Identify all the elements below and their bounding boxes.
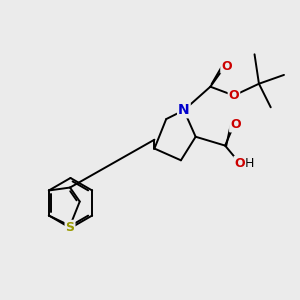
Text: O: O (235, 157, 245, 170)
Text: N: N (178, 103, 190, 117)
Text: O: O (229, 89, 239, 102)
Text: H: H (245, 157, 254, 170)
Text: O: O (221, 60, 232, 73)
Text: O: O (230, 118, 241, 131)
Text: S: S (65, 221, 74, 234)
